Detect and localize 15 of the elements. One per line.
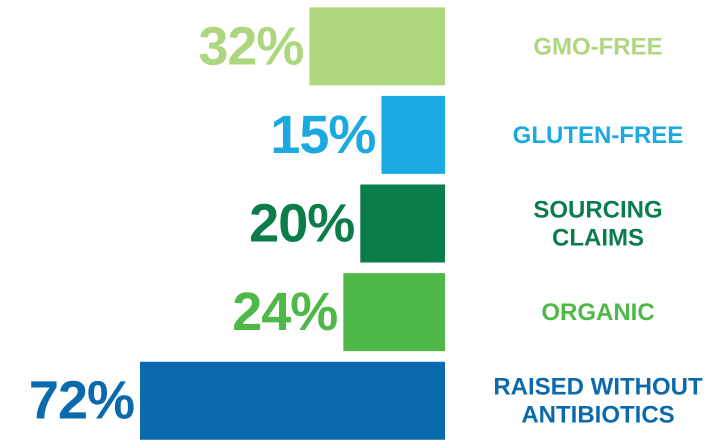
bar [309, 7, 445, 86]
bar [140, 362, 445, 440]
bar [343, 273, 445, 352]
data-label: 20% [249, 194, 354, 254]
bar [381, 96, 445, 174]
y-tick-label: GLUTEN-FREE [512, 121, 684, 148]
y-tick-label: RAISED WITHOUT ANTIBIOTICS [493, 373, 703, 428]
data-label: 72% [28, 370, 134, 431]
y-tick-label: ORGANIC [541, 298, 655, 326]
bar [360, 184, 445, 263]
data-label: 24% [232, 282, 338, 342]
y-tick-label: SOURCING CLAIMS [533, 196, 663, 251]
data-label: 15% [270, 104, 376, 165]
data-label: 32% [198, 16, 304, 76]
y-tick-label: GMO-FREE [533, 32, 663, 60]
